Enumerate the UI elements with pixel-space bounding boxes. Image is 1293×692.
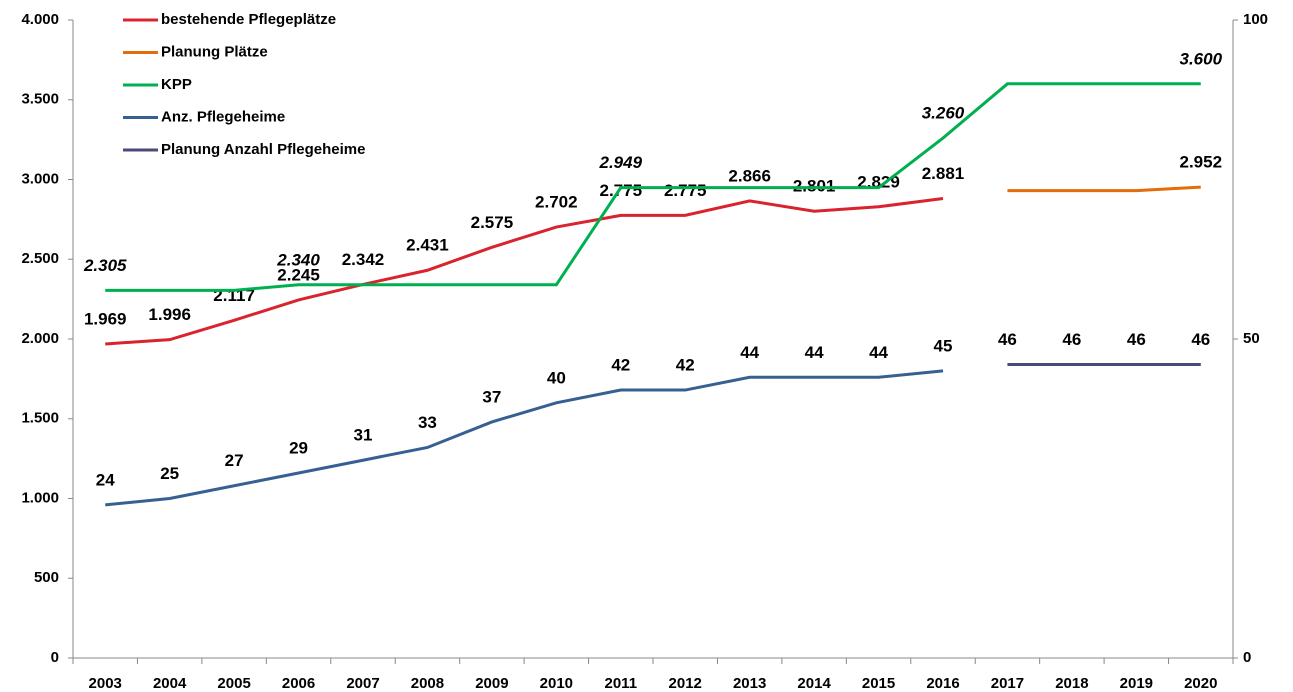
y2-tick-label: 50 <box>1243 330 1260 347</box>
data-label: 2.775 <box>664 181 707 200</box>
data-label: 33 <box>418 413 437 432</box>
data-label: 2.340 <box>276 250 320 269</box>
x-tick-label: 2020 <box>1184 675 1217 692</box>
legend-label: KPP <box>161 76 192 93</box>
data-label: 29 <box>289 438 308 457</box>
y-tick-label: 2.500 <box>21 250 59 267</box>
x-tick-label: 2009 <box>475 675 508 692</box>
x-tick-label: 2010 <box>540 675 573 692</box>
data-label: 46 <box>1191 330 1210 349</box>
data-label: 2.342 <box>342 250 385 269</box>
y-tick-label: 3.000 <box>21 170 59 187</box>
data-label: 3.260 <box>922 104 965 123</box>
legend-label: Anz. Pflegeheime <box>161 108 285 125</box>
data-label: 46 <box>1127 330 1146 349</box>
x-tick-label: 2006 <box>282 675 315 692</box>
x-tick-label: 2007 <box>346 675 379 692</box>
x-tick-label: 2008 <box>411 675 444 692</box>
x-tick-label: 2003 <box>89 675 122 692</box>
data-label: 27 <box>225 451 244 470</box>
legend-label: bestehende Pflegeplätze <box>161 11 336 28</box>
data-label: 46 <box>998 330 1017 349</box>
data-label: 2.866 <box>728 166 771 185</box>
data-label: 45 <box>934 336 953 355</box>
data-label: 2.949 <box>599 153 643 172</box>
data-label: 2.775 <box>600 181 643 200</box>
x-tick-label: 2004 <box>153 675 187 692</box>
y-tick-label: 4.000 <box>21 11 59 28</box>
data-label: 24 <box>96 470 115 489</box>
x-tick-label: 2016 <box>926 675 959 692</box>
x-tick-label: 2013 <box>733 675 766 692</box>
series-line <box>1007 185 1201 193</box>
data-label: 31 <box>354 426 373 445</box>
x-tick-label: 2014 <box>797 675 831 692</box>
data-label: 37 <box>482 387 501 406</box>
data-label: 2.575 <box>471 213 514 232</box>
legend-label: Planung Plätze <box>161 43 268 60</box>
data-label: 44 <box>805 343 824 362</box>
data-label: 2.952 <box>1180 153 1223 172</box>
data-label: 42 <box>611 356 630 375</box>
data-label: 2.702 <box>535 193 578 212</box>
x-tick-label: 2012 <box>669 675 702 692</box>
y2-tick-label: 100 <box>1243 11 1268 28</box>
x-tick-label: 2011 <box>605 675 638 692</box>
series-line <box>105 196 944 346</box>
data-label: 46 <box>1062 330 1081 349</box>
series-line <box>105 82 1201 292</box>
data-label: 2.431 <box>406 236 449 255</box>
data-label: 1.996 <box>148 305 191 324</box>
x-tick-label: 2017 <box>991 675 1024 692</box>
y-tick-label: 3.500 <box>21 91 59 108</box>
data-label: 2.881 <box>922 164 965 183</box>
data-label: 44 <box>869 343 888 362</box>
y-tick-label: 1.000 <box>21 489 59 506</box>
data-label: 40 <box>547 368 566 387</box>
x-tick-label: 2018 <box>1055 675 1088 692</box>
legend-label: Planung Anzahl Pflegeheime <box>161 141 365 158</box>
y-tick-label: 2.000 <box>21 330 59 347</box>
data-label: 44 <box>740 343 759 362</box>
data-label: 3.600 <box>1180 49 1223 68</box>
data-label: 1.969 <box>84 309 127 328</box>
x-tick-label: 2005 <box>217 675 250 692</box>
data-label: 2.245 <box>277 265 320 284</box>
data-label: 42 <box>676 356 695 375</box>
y2-tick-label: 0 <box>1243 649 1251 666</box>
y-tick-label: 0 <box>51 649 59 666</box>
data-label: 2.305 <box>83 256 127 275</box>
series-line <box>105 369 944 507</box>
y-tick-label: 500 <box>34 569 59 586</box>
x-tick-label: 2015 <box>862 675 895 692</box>
data-label: 25 <box>160 464 179 483</box>
y-tick-label: 1.500 <box>21 410 59 427</box>
x-tick-label: 2019 <box>1120 675 1153 692</box>
